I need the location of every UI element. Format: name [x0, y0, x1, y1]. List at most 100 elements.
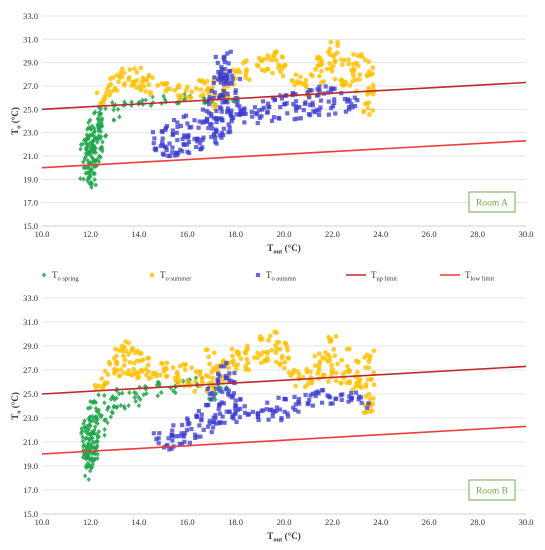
- point-spring: [157, 382, 162, 388]
- point-autumn: [237, 415, 242, 420]
- point-summer: [185, 94, 191, 100]
- point-summer: [117, 73, 123, 79]
- point-spring: [102, 426, 107, 433]
- point-autumn: [256, 417, 261, 423]
- point-spring: [102, 400, 107, 406]
- point-summer: [325, 49, 331, 55]
- point-summer: [114, 368, 120, 374]
- point-autumn: [171, 423, 176, 428]
- point-summer: [148, 89, 154, 95]
- point-autumn: [221, 126, 226, 131]
- legend-item-spring: To spring: [41, 270, 79, 283]
- point-autumn: [232, 379, 237, 385]
- point-autumn: [310, 391, 315, 396]
- point-spring: [85, 151, 90, 157]
- point-summer: [189, 89, 195, 95]
- point-summer: [343, 80, 349, 86]
- point-summer: [363, 381, 369, 387]
- point-autumn: [259, 114, 264, 119]
- point-spring: [126, 403, 131, 409]
- point-autumn: [242, 404, 247, 409]
- point-autumn: [156, 436, 161, 441]
- point-summer: [356, 77, 362, 82]
- point-summer: [282, 365, 287, 371]
- point-autumn: [153, 148, 158, 153]
- point-summer: [345, 364, 350, 370]
- point-summer: [346, 57, 351, 63]
- point-summer: [129, 83, 135, 88]
- point-spring: [96, 429, 102, 435]
- point-spring: [90, 138, 96, 144]
- point-spring: [100, 115, 105, 122]
- point-autumn: [196, 125, 201, 130]
- point-summer: [243, 363, 249, 369]
- point-autumn: [159, 129, 164, 134]
- point-autumn: [316, 112, 322, 117]
- x-tick-label: 20.0: [277, 517, 292, 527]
- point-autumn: [233, 403, 239, 408]
- point-autumn: [207, 95, 212, 100]
- point-autumn: [246, 412, 252, 417]
- point-autumn: [235, 407, 240, 412]
- point-summer: [362, 57, 368, 63]
- point-autumn: [209, 134, 214, 140]
- point-autumn: [220, 77, 225, 82]
- point-autumn: [318, 98, 324, 103]
- point-spring: [95, 139, 100, 145]
- point-autumn: [180, 149, 185, 154]
- point-autumn: [209, 122, 214, 127]
- point-summer: [370, 108, 376, 113]
- point-summer: [214, 366, 219, 371]
- point-summer: [354, 380, 360, 386]
- point-spring: [180, 378, 186, 384]
- point-autumn: [217, 411, 223, 416]
- point-spring: [93, 399, 99, 406]
- point-summer: [111, 87, 117, 93]
- point-autumn: [217, 403, 222, 408]
- point-summer: [92, 382, 98, 388]
- point-autumn: [314, 107, 320, 112]
- point-autumn: [225, 106, 230, 111]
- point-summer: [254, 62, 260, 68]
- point-summer: [145, 362, 151, 368]
- x-tick-label: 10.0: [35, 517, 50, 527]
- point-summer: [134, 85, 139, 90]
- point-autumn: [213, 139, 218, 144]
- point-autumn: [207, 102, 212, 107]
- point-summer: [189, 365, 195, 370]
- point-autumn: [200, 137, 205, 142]
- point-spring: [94, 444, 100, 451]
- y-tick-label: 31.0: [23, 317, 38, 327]
- point-autumn: [237, 104, 242, 109]
- point-spring: [92, 415, 97, 421]
- point-spring: [87, 414, 93, 420]
- point-autumn: [164, 443, 169, 449]
- point-autumn: [313, 110, 318, 115]
- point-autumn: [224, 409, 229, 414]
- point-summer: [339, 357, 345, 363]
- point-autumn: [221, 89, 226, 94]
- point-spring: [122, 405, 128, 412]
- x-tick-label: 26.0: [422, 517, 437, 527]
- point-summer: [131, 366, 137, 372]
- point-autumn: [234, 419, 239, 425]
- point-autumn: [181, 133, 187, 138]
- point-autumn: [158, 143, 163, 149]
- point-spring: [85, 442, 91, 448]
- point-autumn: [291, 102, 296, 107]
- point-autumn: [271, 115, 277, 120]
- point-summer: [193, 378, 198, 384]
- y-tick-label: 15.0: [23, 509, 38, 519]
- point-autumn: [180, 422, 185, 428]
- point-summer: [370, 82, 376, 88]
- legend-item-summer: To summer: [149, 270, 192, 283]
- y-tick-label: 29.0: [23, 58, 38, 68]
- point-summer: [270, 70, 275, 76]
- point-autumn: [180, 136, 185, 142]
- point-summer: [350, 73, 356, 79]
- point-spring: [88, 126, 94, 132]
- point-autumn: [269, 407, 274, 412]
- point-autumn: [154, 436, 159, 442]
- point-spring: [90, 461, 95, 467]
- point-autumn: [255, 411, 261, 416]
